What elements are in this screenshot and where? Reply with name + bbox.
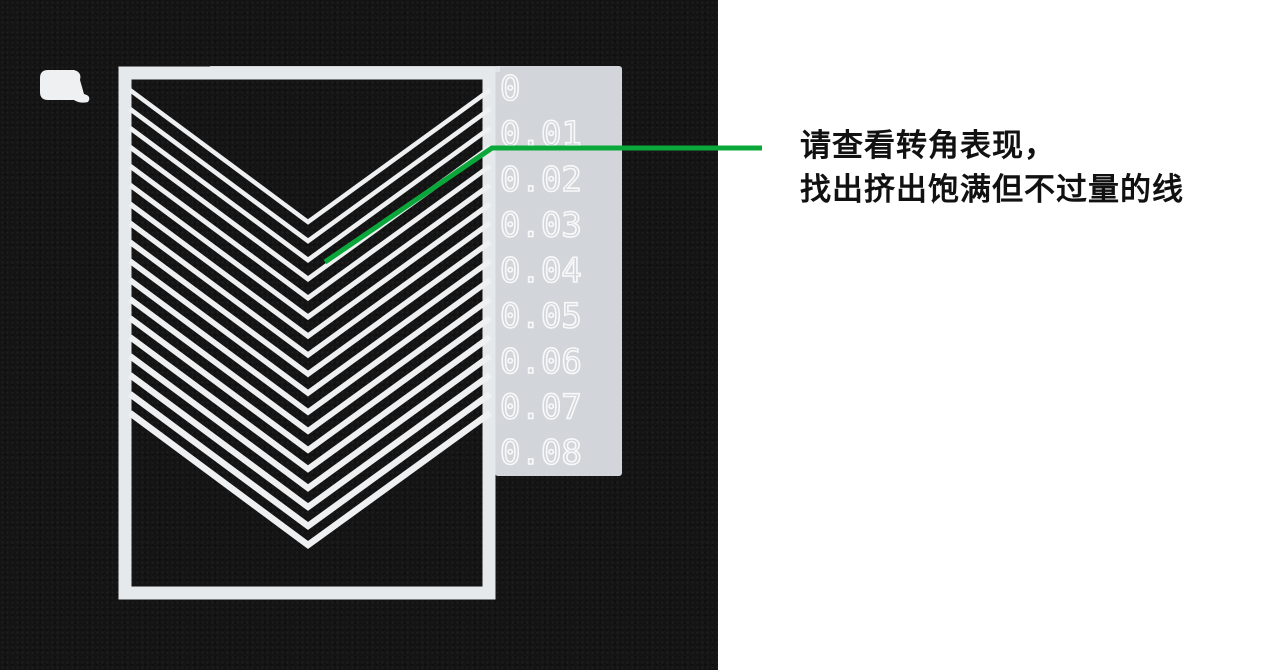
chevron-line — [128, 88, 492, 225]
chevron-line — [128, 372, 492, 511]
scale-label: 0.07 — [500, 388, 582, 428]
chevron-line — [128, 296, 492, 435]
chevron-line — [128, 410, 492, 550]
caption-line-1: 请查看转角表现， — [800, 128, 1056, 164]
scale-label: 0.08 — [500, 433, 582, 473]
chevron-line — [128, 258, 492, 397]
chevron-line — [128, 220, 492, 359]
scale-label: 0.04 — [500, 251, 582, 291]
scale-label: 0.02 — [500, 160, 582, 200]
scale-label: 0.06 — [500, 342, 582, 382]
scale-label: 0.03 — [500, 206, 582, 246]
chevron-line — [128, 239, 492, 378]
caption-line-2: 找出挤出饱满但不过量的线 — [800, 172, 1184, 208]
print-frame — [118, 66, 496, 600]
chevron-line — [128, 315, 492, 454]
purge-blob — [40, 70, 90, 103]
scale-label: 0.01 — [500, 115, 582, 155]
chevron-line — [128, 391, 492, 530]
chevron-line — [128, 277, 492, 416]
chevron-lines — [128, 88, 492, 550]
scale-labels: 0 0.01 0.02 0.03 0.04 0.05 0.06 0.07 0.08 — [499, 68, 582, 474]
chevron-line — [128, 353, 492, 492]
scale-label: 0 — [500, 69, 520, 109]
chevron-line — [128, 334, 492, 473]
scale-label: 0.05 — [500, 297, 582, 337]
instruction-caption: 请查看转角表现， 找出挤出饱满但不过量的线 — [800, 124, 1270, 212]
test-print-photo: 0 0.01 0.02 0.03 0.04 0.05 0.06 0.07 0.08 — [0, 0, 718, 670]
test-print-illustration: 0 0.01 0.02 0.03 0.04 0.05 0.06 0.07 0.08 — [40, 66, 622, 600]
